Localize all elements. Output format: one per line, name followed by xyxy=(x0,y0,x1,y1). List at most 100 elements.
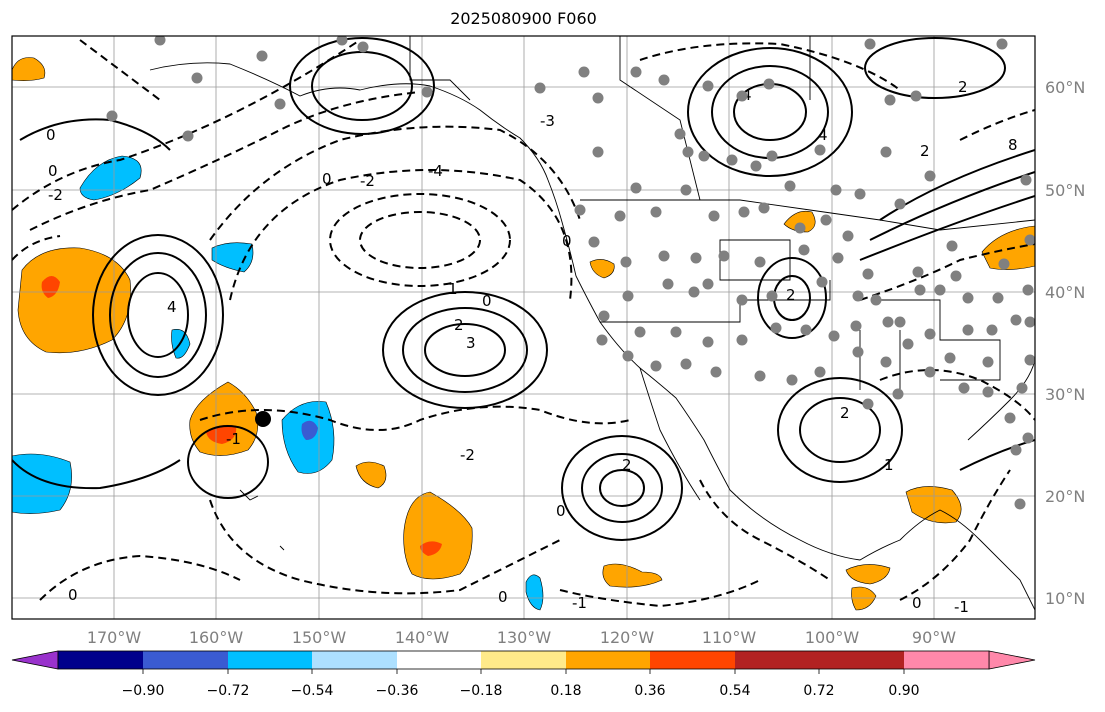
contour-solid xyxy=(289,37,435,135)
station-dot xyxy=(892,388,904,400)
shade-orange xyxy=(12,57,46,81)
shade-darkblue xyxy=(301,420,318,440)
contour-dashed xyxy=(199,405,631,431)
station-dot xyxy=(864,38,876,50)
shade-orange xyxy=(981,225,1035,270)
station-dot xyxy=(596,334,608,346)
contour-labels: 3 2 4 2 0 4 4 2 2 -3 -4 -2 0 -2 -1 0 0 -… xyxy=(46,78,1018,616)
colorbar-tick-label: −0.36 xyxy=(376,683,419,699)
contour-dashed xyxy=(359,211,481,269)
station-dot xyxy=(894,198,906,210)
station-dot xyxy=(702,278,714,290)
station-dot xyxy=(962,292,974,304)
shade-orange xyxy=(851,586,877,611)
station-dot xyxy=(816,276,828,288)
station-dot xyxy=(832,252,844,264)
station-dot xyxy=(630,66,642,78)
station-dot xyxy=(902,338,914,350)
contour-dashed xyxy=(29,91,421,231)
station-dot xyxy=(894,316,906,328)
colorbar-segment xyxy=(481,651,566,669)
lat-label: 20°N xyxy=(1045,487,1085,506)
station-dot xyxy=(958,382,970,394)
station-dot xyxy=(852,290,864,302)
station-dot xyxy=(578,66,590,78)
contour-label: 1 xyxy=(884,456,894,474)
station-dot xyxy=(1016,382,1028,394)
colorbar-tick-label: −0.72 xyxy=(207,683,250,699)
lon-label: 120°W xyxy=(600,628,655,647)
station-dot xyxy=(763,78,775,90)
contour-dashed xyxy=(209,125,581,241)
station-dot xyxy=(820,214,832,226)
station-dot xyxy=(421,86,433,98)
station-dot xyxy=(1010,314,1022,326)
station-dot xyxy=(910,90,922,102)
contour-dashed xyxy=(699,479,831,581)
station-dot xyxy=(854,188,866,200)
lon-label: 170°W xyxy=(87,628,142,647)
contour-label: -2 xyxy=(360,172,375,190)
contour-label: -4 xyxy=(428,162,443,180)
station-dot xyxy=(786,374,798,386)
colorbar-tick-label: 0.90 xyxy=(888,683,919,699)
station-dot xyxy=(702,80,714,92)
station-dot xyxy=(798,244,810,256)
station-dot xyxy=(574,204,586,216)
contour-solid xyxy=(382,291,548,409)
station-dot xyxy=(784,180,796,192)
contour-solid xyxy=(869,171,1035,241)
station-dot xyxy=(852,346,864,358)
colorbar-tick-label: 0.72 xyxy=(803,683,834,699)
contour-dashed xyxy=(639,42,901,91)
station-dot xyxy=(934,284,946,296)
contour-label: 0 xyxy=(322,170,332,188)
station-dot xyxy=(1014,498,1026,510)
contour-label: 0 xyxy=(912,594,922,612)
station-dot xyxy=(766,290,778,302)
station-dot xyxy=(1024,316,1035,328)
location-marker xyxy=(255,411,271,427)
station-dot xyxy=(726,154,738,166)
shade-red xyxy=(41,276,60,298)
station-dot xyxy=(191,72,203,84)
station-dot xyxy=(946,240,958,252)
station-dot xyxy=(336,36,348,46)
lon-label: 130°W xyxy=(497,628,552,647)
lat-label: 60°N xyxy=(1045,78,1085,97)
station-dot xyxy=(620,256,632,268)
contour-label: 2 xyxy=(786,286,796,304)
station-dot xyxy=(770,322,782,334)
colorbar-right-extension xyxy=(988,650,1036,670)
contour-label: 0 xyxy=(556,502,566,520)
shade-blue xyxy=(79,155,142,201)
station-dot xyxy=(690,252,702,264)
station-dot xyxy=(912,266,924,278)
station-dot xyxy=(702,336,714,348)
contour-solid xyxy=(879,149,1035,221)
contour-label: -2 xyxy=(48,186,63,204)
station-dot xyxy=(754,370,766,382)
station-dot xyxy=(662,278,674,290)
shade-orange xyxy=(845,564,891,585)
station-dot xyxy=(634,326,646,338)
contour-label: 3 xyxy=(466,334,476,352)
map-frame xyxy=(11,35,1036,620)
colorbar-segment xyxy=(735,651,819,669)
shade-orange xyxy=(602,563,663,588)
contour-label: -1 xyxy=(226,430,241,448)
station-dot xyxy=(814,144,826,156)
station-dot xyxy=(357,41,369,53)
shade-red xyxy=(206,424,237,444)
station-dot xyxy=(274,98,286,110)
contour-label: -2 xyxy=(460,446,475,464)
station-dot xyxy=(682,146,694,158)
contour-dashed xyxy=(12,235,61,261)
contour-dashed xyxy=(12,39,361,211)
station-dot xyxy=(592,146,604,158)
lon-label: 160°W xyxy=(189,628,244,647)
contour-dashed xyxy=(859,243,1035,301)
colorbar-ticks xyxy=(142,669,905,674)
station-dot xyxy=(754,256,766,268)
lon-label: 140°W xyxy=(395,628,450,647)
